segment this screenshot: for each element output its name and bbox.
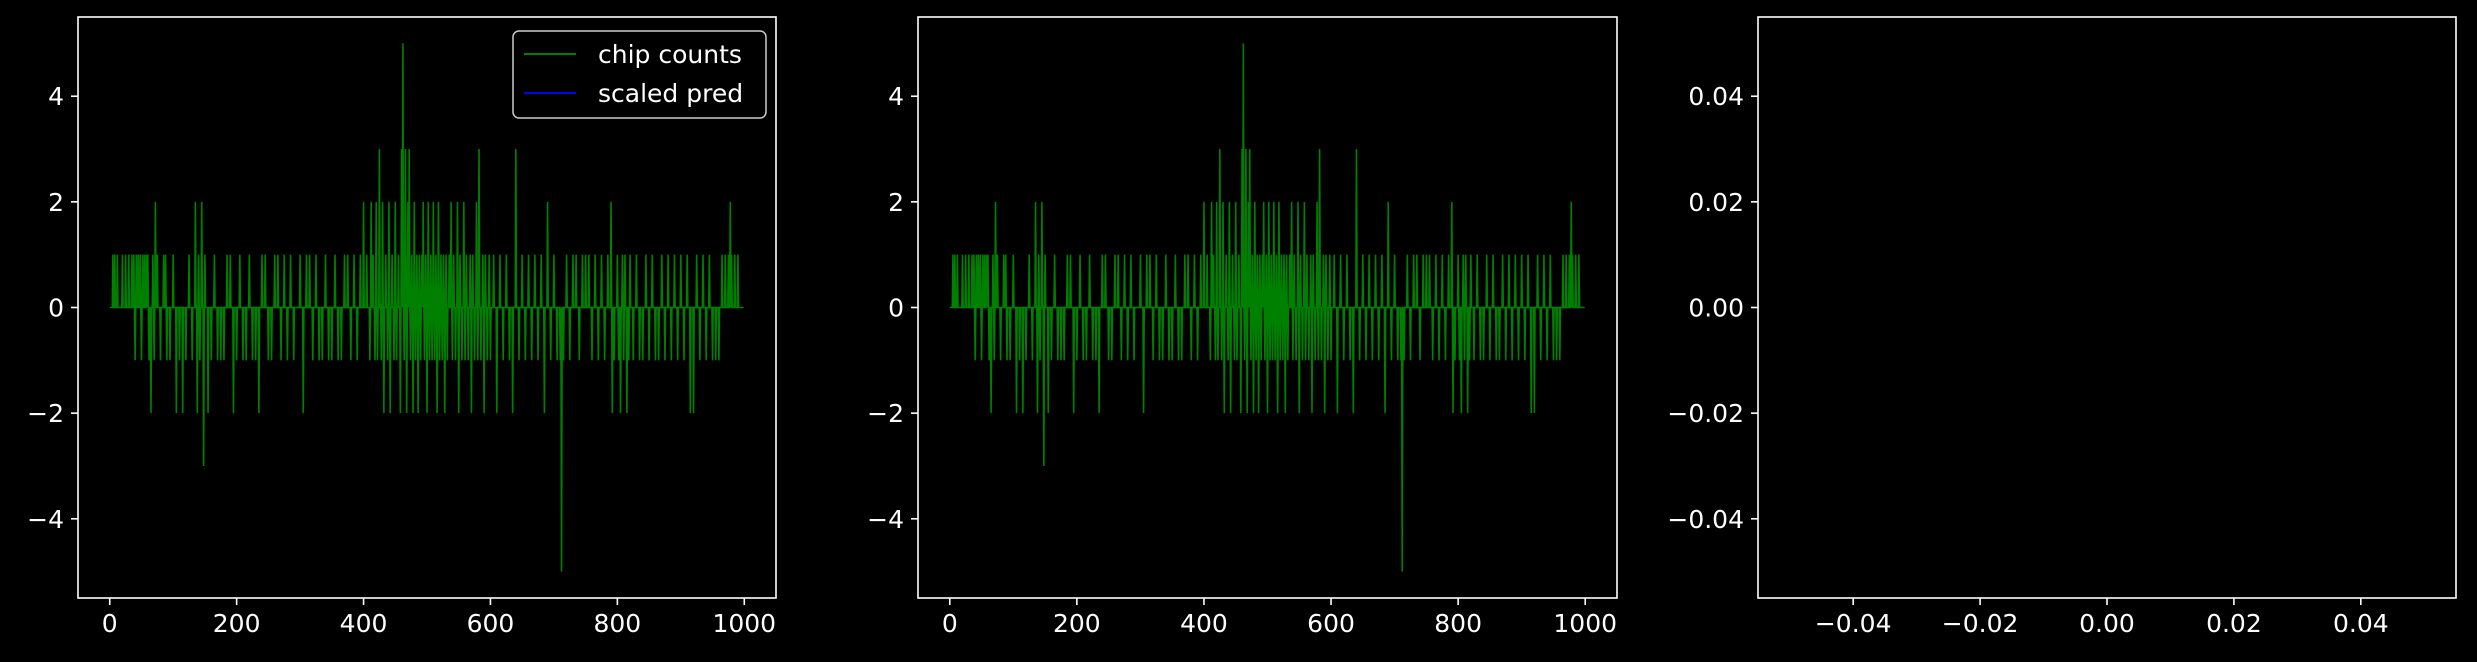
y-tick-label: 2 [888,188,904,217]
x-tick-label: 1000 [712,609,776,638]
x-tick-label: 0 [942,609,958,638]
x-axis-panel-1: 0 200 400 600 800 1000 [102,598,776,638]
legend-box [512,30,767,119]
y-tick-label: −4 [867,505,904,534]
y-tick-label: 0.04 [1688,82,1744,111]
y-tick-label: 4 [48,82,64,111]
x-tick-label: 0 [102,609,118,638]
x-tick-label: 400 [1180,609,1228,638]
x-tick-label: 0.02 [2206,609,2262,638]
y-tick-label: −0.04 [1667,505,1744,534]
x-tick-label: 0.04 [2333,609,2389,638]
x-tick-label: 200 [213,609,261,638]
x-tick-label: 200 [1053,609,1101,638]
y-tick-label: 0.02 [1688,188,1744,217]
series-line [949,43,1585,572]
legend-label-scaled-pred: scaled pred [598,79,743,108]
y-tick-label: 0.00 [1688,294,1744,323]
legend-label-chip-counts: chip counts [598,40,742,69]
x-axis-panel-2: 0 200 400 600 800 1000 [942,598,1617,638]
y-tick-label: −2 [867,399,904,428]
chart-panel-2: 0 200 400 600 800 1000 4 2 0 −2 −4 [867,16,1618,638]
y-axis-panel-1: 4 2 0 −2 −4 [27,82,78,534]
x-tick-label: 800 [1434,609,1482,638]
x-tick-label: 800 [594,609,642,638]
y-tick-label: −2 [27,399,64,428]
x-axis-panel-3: −0.04 −0.02 0.00 0.02 0.04 [1815,598,2389,638]
chart-panel-1: 0 200 400 600 800 1000 4 2 0 −2 −4 chip counts sc… [27,16,777,638]
x-tick-label: −0.04 [1815,609,1892,638]
x-tick-label: 0.00 [2079,609,2135,638]
y-tick-label: 0 [48,294,64,323]
legend: chip counts scaled pred [512,30,767,119]
x-tick-label: 400 [340,609,388,638]
x-tick-label: −0.02 [1942,609,2019,638]
y-tick-label: 4 [888,82,904,111]
x-tick-label: 600 [467,609,515,638]
y-tick-label: −4 [27,505,64,534]
y-tick-label: 0 [888,294,904,323]
x-tick-label: 1000 [1553,609,1617,638]
y-axis-panel-3: 0.04 0.02 0.00 −0.02 −0.04 [1667,82,1758,534]
y-axis-panel-2: 4 2 0 −2 −4 [867,82,918,534]
y-tick-label: −0.02 [1667,399,1744,428]
chart-panel-3: −0.04 −0.02 0.00 0.02 0.04 0.04 0.02 0.00 −0.02… [1667,16,2457,638]
series-chip-counts-panel-1 [109,43,744,572]
series-chip-counts-panel-2 [949,43,1585,572]
y-tick-label: 2 [48,188,64,217]
x-tick-label: 600 [1307,609,1355,638]
series-line [109,43,744,572]
